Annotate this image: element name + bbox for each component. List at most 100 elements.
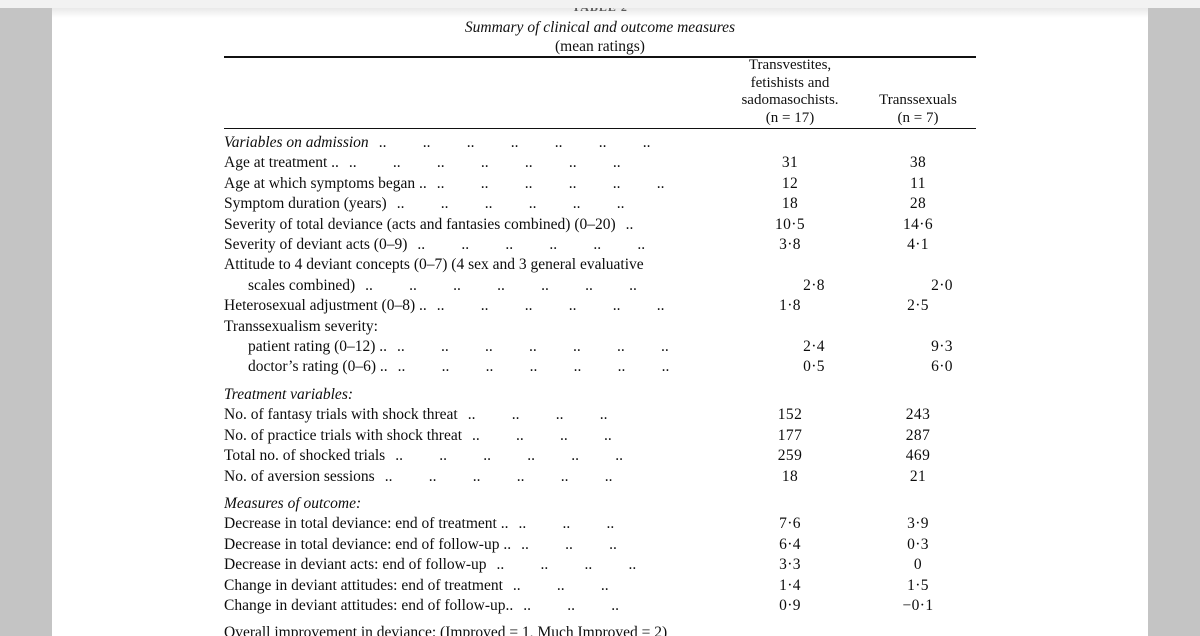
value-group1: 152 xyxy=(777,406,803,424)
value-group1: 6·4 xyxy=(779,535,801,553)
row-label: Severity of total deviance (acts and fan… xyxy=(224,215,720,235)
section-heading-label: Variables on admission.............. xyxy=(224,133,720,153)
value-group1: 177 xyxy=(777,426,803,444)
row-label-text: Age at treatment .. xyxy=(224,154,339,172)
value-group2: 0·3 xyxy=(907,535,929,553)
table-row: Age at which symptoms began ............… xyxy=(224,174,976,194)
leader-dots: ............ xyxy=(396,195,625,213)
value-group2: 28 xyxy=(909,195,927,213)
table-row: Decrease in deviant acts: end of follow-… xyxy=(224,555,976,575)
row-label-text: No. of fantasy trials with shock threat xyxy=(224,406,458,424)
value-group2: 2·5 xyxy=(907,297,929,315)
value-group2: 1·5 xyxy=(907,576,929,594)
row-label: Change in deviant attitudes: end of trea… xyxy=(224,576,720,596)
value-group2: 2·0 xyxy=(931,276,953,294)
table-caption-line-2: (mean ratings) xyxy=(555,38,645,55)
table-row: scales combined).............. 2·8 2·0 xyxy=(224,276,976,296)
value-group1: 1·4 xyxy=(779,576,801,594)
row-label-text: Transsexualism severity: xyxy=(224,317,378,335)
table-row: Severity of total deviance (acts and fan… xyxy=(224,215,976,235)
section-heading-label: Measures of outcome: xyxy=(224,494,720,514)
value-group1: 2·8 xyxy=(803,276,825,294)
value-group1: 2·4 xyxy=(803,338,825,356)
row-label: Attitude to 4 deviant concepts (0–7) (4 … xyxy=(224,255,836,275)
value-group1: 18 xyxy=(781,195,799,213)
row-label: scales combined).............. xyxy=(224,276,744,296)
row-label-text: doctor’s rating (0–6) .. xyxy=(248,358,388,376)
value-group1: 0·9 xyxy=(779,596,801,614)
row-label: doctor’s rating (0–6) ................ xyxy=(224,357,744,377)
row-label: Decrease in total deviance: end of treat… xyxy=(224,514,720,534)
value-group2: 38 xyxy=(909,154,927,172)
table-row: Transsexualism severity: xyxy=(224,317,976,337)
table-row: Attitude to 4 deviant concepts (0–7) (4 … xyxy=(224,255,976,275)
row-label-text: Symptom duration (years) xyxy=(224,195,387,213)
value-group2: 6·0 xyxy=(931,358,953,376)
table-section-heading-row: Variables on admission.............. xyxy=(224,133,976,153)
table-row: Overall improvement in deviance: (Improv… xyxy=(224,623,976,636)
row-label-text: Attitude to 4 deviant concepts (0–7) (4 … xyxy=(224,256,644,274)
row-label-text: No. of aversion sessions xyxy=(224,467,375,485)
table-row: No. of aversion sessions............ 18 21 xyxy=(224,467,976,487)
table-row: No. of fantasy trials with shock threat.… xyxy=(224,405,976,425)
section-heading-label: Treatment variables: xyxy=(224,385,720,405)
row-label-text: Treatment variables: xyxy=(224,385,354,403)
row-label: Change in deviant attitudes: end of foll… xyxy=(224,596,720,616)
value-group1: 18 xyxy=(781,467,799,485)
table-2: TABLE 2 Summary of clinical and outcome … xyxy=(224,8,976,636)
leader-dots: .............. xyxy=(348,154,621,172)
group1-line-1: Transvestites, xyxy=(748,57,832,73)
leader-dots: ............ xyxy=(384,467,613,485)
leader-dots: .............. xyxy=(365,276,637,294)
value-group1: 3·8 xyxy=(779,236,801,254)
row-label: Total no. of shocked trials............ xyxy=(224,446,720,466)
value-group1: 10·5 xyxy=(774,215,805,233)
value-group1: 0·5 xyxy=(803,358,825,376)
value-group2: 287 xyxy=(905,426,931,444)
value-group2: 243 xyxy=(905,406,931,424)
row-label-text: Decrease in deviant acts: end of follow-… xyxy=(224,556,487,574)
leader-dots: ...... xyxy=(518,515,615,533)
row-label-text: Decrease in total deviance: end of follo… xyxy=(224,535,512,553)
group1-line-3: sadomasochists. xyxy=(741,92,839,108)
leader-dots: ........ xyxy=(467,406,608,424)
section-spacer xyxy=(224,616,976,623)
leader-dots: ...... xyxy=(523,596,620,614)
row-label-text: Measures of outcome: xyxy=(224,494,362,512)
row-label: Symptom duration (years)............ xyxy=(224,194,720,214)
column-header-group2: Transsexuals (n = 7) xyxy=(860,92,976,128)
table-row: Age at treatment ................ 31 38 xyxy=(224,153,976,173)
row-label: Decrease in deviant acts: end of follow-… xyxy=(224,555,720,575)
leader-dots: ........ xyxy=(496,556,637,574)
group1-sample-size: (n = 17) xyxy=(765,109,815,126)
leader-dots: .............. xyxy=(397,338,669,356)
row-label-text: scales combined) xyxy=(248,276,356,294)
table-row: Severity of deviant acts (0–9)..........… xyxy=(224,235,976,255)
leader-dots: ............ xyxy=(395,447,623,465)
value-group1: 259 xyxy=(777,447,803,465)
value-group1: 31 xyxy=(781,154,799,172)
leader-dots: ........ xyxy=(472,426,612,444)
row-label: No. of fantasy trials with shock threat.… xyxy=(224,405,720,425)
row-label-text: Change in deviant attitudes: end of foll… xyxy=(224,596,514,614)
leader-dots: ............ xyxy=(417,236,646,254)
row-label-text: Total no. of shocked trials xyxy=(224,447,386,465)
row-label: Age at treatment ................ xyxy=(224,153,720,173)
leader-dots: ...... xyxy=(521,535,617,553)
value-group1: 12 xyxy=(781,174,799,192)
table-section-heading-row: Measures of outcome: xyxy=(224,494,976,514)
value-group2: 14·6 xyxy=(902,215,933,233)
row-label: No. of aversion sessions............ xyxy=(224,467,720,487)
group1-line-2: fetishists and xyxy=(750,74,830,91)
section-spacer xyxy=(224,487,976,494)
table-number-cropped: TABLE 2 xyxy=(224,8,976,17)
table-body: Variables on admission.............. Age … xyxy=(224,129,976,636)
table-row: Heterosexual adjustment (0–8) ..........… xyxy=(224,296,976,316)
value-group1: 7·6 xyxy=(779,515,801,533)
scan-top-strip xyxy=(0,0,1200,8)
table-row: Decrease in total deviance: end of follo… xyxy=(224,535,976,555)
row-label-text: patient rating (0–12) .. xyxy=(248,338,388,356)
table-header-rule xyxy=(224,128,976,129)
leader-dots: .............. xyxy=(397,358,670,376)
